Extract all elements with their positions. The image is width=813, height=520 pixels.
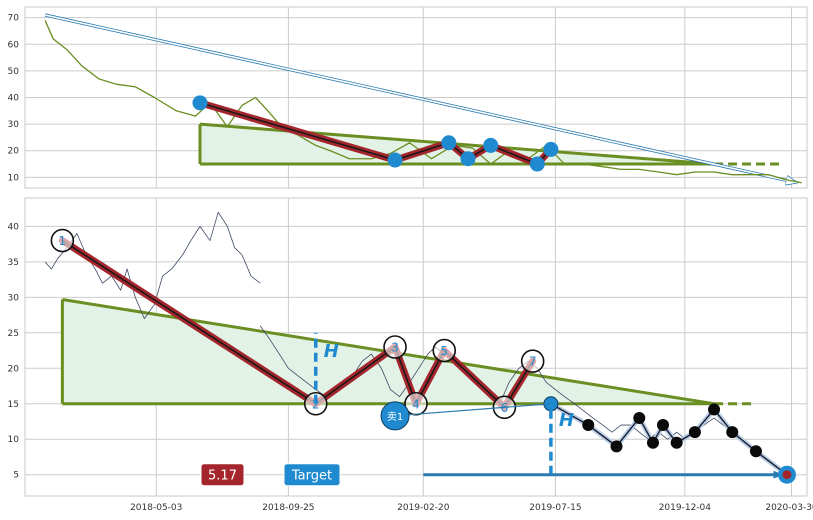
main-projection-point <box>708 403 721 416</box>
main-pivot-circle <box>383 335 407 359</box>
overview-y-tick-label: 30 <box>8 120 20 130</box>
main-sell-label: 卖1 <box>387 411 403 423</box>
overview-pivot-point <box>192 95 208 111</box>
main-y-tick-label: 10 <box>8 435 20 445</box>
overview-y-tick-label: 10 <box>8 173 20 183</box>
overview-pivot-point <box>387 152 403 168</box>
main-y-tick-label: 5 <box>13 471 19 481</box>
main-target: 5.17 Target <box>200 463 796 487</box>
overview-pivot-point <box>543 141 559 157</box>
main-x-tick-label: 2019-07-15 <box>529 503 581 513</box>
main-value-badge <box>200 463 245 487</box>
main-x-tick-label: 2018-05-03 <box>130 503 182 513</box>
main-sell-circle <box>380 401 410 431</box>
overview-y-tick-label: 40 <box>8 94 20 104</box>
main-y-tick-label: 30 <box>8 293 20 303</box>
overview-pivot-point <box>441 135 457 151</box>
main-target-badge-text: Target <box>291 469 332 484</box>
main-pivot-label: 1 <box>59 234 67 248</box>
main-pivot-label: 5 <box>440 344 448 358</box>
main-h-marker-label: H <box>559 410 574 431</box>
main-projection-path <box>543 396 789 477</box>
main-x-tick-labels: 2018-05-03 2018-09-25 2019-02-20 2019-07-15… <box>130 503 813 513</box>
main-target-point-inner <box>782 470 792 480</box>
main-y-tick-label: 40 <box>8 222 20 232</box>
main-y-tick-label: 25 <box>8 329 19 339</box>
main-x-tick-label: 2019-12-04 <box>659 503 712 513</box>
main-y-tick-label: 35 <box>8 258 19 268</box>
main-target-badge <box>283 463 341 487</box>
overview-pivot-point <box>483 137 499 153</box>
overview-pivot-point <box>529 156 545 172</box>
main-sell-ray <box>394 403 551 417</box>
overview-y-tick-label: 50 <box>8 67 20 77</box>
main-pivot-label: 7 <box>529 355 537 369</box>
main-projection-point <box>749 445 762 458</box>
main-y-tick-labels: 5 10 15 20 25 30 35 40 <box>8 222 20 480</box>
main-pivot-circle <box>520 349 545 373</box>
overview-y-tick-label: 20 <box>8 147 20 157</box>
overview-y-tick-label: 60 <box>8 40 20 50</box>
main-projection-point <box>582 419 595 432</box>
main-sell-marker: 卖1 <box>380 401 551 431</box>
main-y-tick-label: 20 <box>8 364 20 374</box>
main-x-tick-label: 2018-09-25 <box>262 503 314 513</box>
main-projection-point <box>688 426 701 439</box>
main-y-tick-label: 15 <box>8 400 19 410</box>
main-x-tick-label: 2019-02-20 <box>397 503 450 513</box>
main-pivot-label: 3 <box>391 341 399 355</box>
main-h-marker-label: H <box>324 341 339 362</box>
overview-long-arrow <box>44 13 798 184</box>
main-pivot-label: 4 <box>412 397 420 411</box>
overview-y-tick-labels: 10 20 30 40 50 60 70 <box>8 14 20 184</box>
main-x-tick-label: 2020-03-30 <box>765 503 813 513</box>
main-value-badge-text: 5.17 <box>208 469 237 484</box>
overview-arrow-inner <box>44 14 798 184</box>
overview-y-tick-label: 70 <box>8 14 20 24</box>
main-h-markers: HH <box>313 332 574 475</box>
main-pivot-circle <box>50 228 75 253</box>
main-projection-point <box>726 426 739 439</box>
main-projection-point <box>670 436 683 449</box>
overview-price-line <box>44 20 802 184</box>
overview-price-series <box>44 20 802 184</box>
overview-zigzag <box>192 95 559 172</box>
main-pivot-circle <box>432 338 457 363</box>
main-pivot-label: 2 <box>312 397 320 411</box>
overview-pivot-point <box>460 151 476 167</box>
main-projection-point <box>656 419 669 432</box>
main-projection-point <box>646 436 659 449</box>
main-price-line <box>44 211 261 320</box>
main-projection-point <box>610 440 623 453</box>
main-projection-point <box>633 411 646 424</box>
